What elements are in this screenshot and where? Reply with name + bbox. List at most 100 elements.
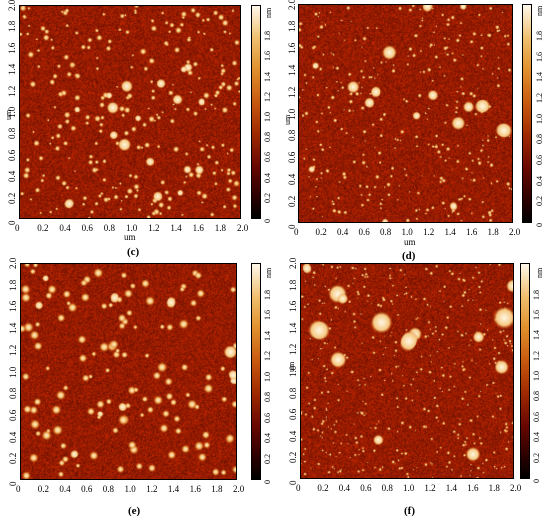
c-xtick-2: 0.4	[59, 223, 71, 233]
f-ytick-2: 0.4	[288, 430, 298, 442]
c-ytick-1: 0.2	[7, 192, 17, 204]
c-xtick-0: 0	[15, 223, 20, 233]
d-xtick-8: 1.6	[466, 227, 478, 237]
f-xtick-0: 0	[296, 483, 301, 493]
f-xtick-7: 1.4	[445, 483, 458, 493]
c-xtick-1: 0.2	[37, 223, 49, 233]
d-cbtick-2: 0.4	[535, 175, 544, 186]
xunit-d: um	[404, 237, 416, 247]
d-xtick-1: 0.2	[315, 227, 327, 237]
e-xtick-9: 1.8	[211, 484, 223, 494]
f-cbtick-5: 1.0	[532, 371, 541, 382]
d-cbtick-1: 0.2	[535, 196, 544, 207]
c-ytick-10: 2.0	[7, 0, 17, 11]
c-xtick-5: 1.0	[126, 223, 138, 233]
c-xtick-6: 1.2	[148, 223, 160, 233]
f-cbtick-7: 1.4	[532, 330, 541, 341]
d-ytick-4: 0.8	[287, 130, 297, 142]
f-xtick-4: 0.8	[381, 483, 393, 493]
c-xtick-9: 1.8	[214, 223, 227, 233]
c-xtick-10: 2.0	[237, 223, 249, 233]
f-xtick-9: 1.8	[488, 483, 500, 493]
colorbar-f	[520, 263, 530, 479]
xunit-c: um	[124, 232, 136, 242]
c-cbtick-5: 1.0	[263, 112, 272, 123]
d-xtick-4: 0.8	[380, 227, 392, 237]
e-xtick-1: 0.2	[37, 484, 49, 494]
d-cbtick-4: 0.8	[535, 134, 544, 145]
e-cbtick-4: 0.8	[263, 392, 272, 403]
f-cbtick-9: 1.8	[532, 289, 541, 300]
e-cbtick-5: 1.0	[263, 371, 272, 382]
e-ytick-1: 0.2	[8, 453, 18, 465]
c-ytick-4: 0.8	[7, 128, 17, 140]
d-cbtick-3: 0.6	[535, 155, 544, 166]
afm-image-f	[300, 263, 514, 479]
f-cbtick-3: 0.6	[532, 411, 541, 422]
f-xtick-3: 0.6	[360, 483, 372, 493]
e-ytick-7: 1.4	[8, 322, 18, 335]
c-ytick-6: 1.2	[7, 85, 17, 97]
c-cbtick-9: 1.8	[263, 31, 272, 42]
e-ytick-4: 0.8	[8, 387, 18, 400]
e-xtick-3: 0.6	[81, 484, 93, 494]
d-ytick-0: 0	[287, 224, 297, 230]
e-ytick-6: 1.2	[8, 344, 18, 356]
cbunit-c: nm	[264, 7, 273, 18]
c-cbtick-6: 1.2	[263, 91, 272, 102]
f-ytick-7: 1.4	[288, 322, 298, 334]
c-cbtick-2: 0.4	[263, 172, 272, 183]
colorbar-c	[251, 5, 261, 219]
d-ytick-10: 2.0	[287, 0, 297, 10]
c-cbtick-1: 0.2	[263, 192, 272, 203]
d-ytick-6: 1.2	[287, 86, 297, 98]
caption-d: (d)	[402, 250, 416, 262]
f-cbtick-4: 0.8	[532, 391, 541, 402]
c-xtick-3: 0.6	[81, 223, 93, 233]
d-ytick-9: 1.8	[287, 20, 297, 32]
d-cbtick-6: 1.2	[535, 93, 544, 104]
f-ytick-6: 1.2	[288, 344, 298, 356]
d-xtick-0: 0	[294, 227, 299, 237]
afm-image-d	[298, 4, 513, 223]
e-xtick-7: 1.4	[167, 484, 180, 494]
c-cbtick-3: 0.6	[263, 152, 272, 163]
e-ytick-8: 1.6	[8, 301, 18, 313]
f-xtick-10: 2.0	[510, 483, 522, 493]
d-ytick-1: 0.2	[287, 195, 297, 208]
d-xtick-2: 0.4	[337, 227, 349, 237]
e-cbtick-6: 1.2	[263, 351, 272, 362]
cbunit-d: nm	[535, 5, 544, 16]
c-ytick-5: 1.0	[7, 106, 17, 118]
f-ytick-4: 0.8	[288, 387, 298, 399]
d-cbtick-8: 1.6	[535, 51, 544, 62]
caption-c: (c)	[127, 246, 140, 258]
d-ytick-8: 1.6	[287, 42, 297, 54]
e-ytick-0: 0	[8, 481, 18, 487]
e-cbtick-0: 0	[263, 480, 272, 484]
c-ytick-2: 0.4	[7, 170, 17, 183]
e-xtick-5: 1.0	[124, 484, 136, 494]
e-xtick-6: 1.2	[146, 484, 158, 494]
d-xtick-7: 1.4	[444, 227, 456, 237]
afm-image-e	[20, 263, 237, 480]
caption-f: (f)	[404, 505, 415, 517]
d-xtick-3: 0.6	[358, 227, 370, 237]
f-cbtick-6: 1.2	[532, 350, 541, 361]
e-xtick-8: 1.6	[189, 484, 201, 494]
f-ytick-3: 0.6	[288, 408, 298, 421]
d-ytick-5: 1.0	[287, 108, 297, 120]
d-cbtick-5: 1.0	[535, 113, 544, 124]
f-ytick-9: 1.8	[288, 279, 298, 291]
d-cbtick-9: 1.8	[535, 31, 544, 42]
e-ytick-10: 2.0	[8, 257, 18, 269]
e-cbtick-1: 0.2	[263, 453, 272, 464]
f-ytick-10: 2.0	[288, 257, 298, 269]
f-xtick-1: 0.2	[317, 483, 329, 493]
e-xtick-4: 0.8	[102, 484, 115, 494]
d-xtick-10: 2.0	[509, 227, 521, 237]
e-xtick-0: 0	[16, 484, 21, 494]
f-ytick-8: 1.6	[288, 300, 298, 313]
e-xtick-10: 2.0	[233, 484, 245, 494]
d-xtick-9: 1.8	[487, 227, 499, 237]
